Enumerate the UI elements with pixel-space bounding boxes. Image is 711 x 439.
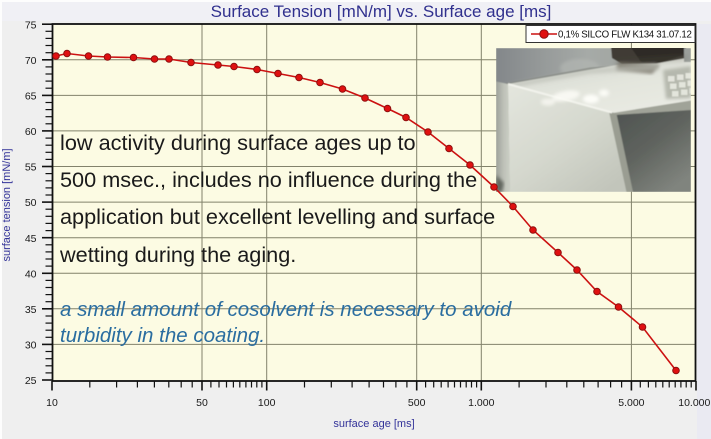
svg-text:5.000: 5.000 xyxy=(618,397,644,409)
svg-text:surface age [ms]: surface age [ms] xyxy=(333,418,414,430)
svg-text:60: 60 xyxy=(25,126,37,138)
svg-text:0,1% SILCO FLW K134 31.07.12: 0,1% SILCO FLW K134 31.07.12 xyxy=(558,30,692,41)
svg-text:25: 25 xyxy=(25,375,37,387)
svg-text:10.000: 10.000 xyxy=(678,397,710,409)
svg-text:55: 55 xyxy=(25,162,37,174)
svg-text:65: 65 xyxy=(25,91,37,103)
svg-text:40: 40 xyxy=(25,268,37,280)
svg-text:50: 50 xyxy=(25,197,37,209)
svg-text:35: 35 xyxy=(25,304,37,316)
svg-text:surface tension [mN/m]: surface tension [mN/m] xyxy=(1,148,13,261)
svg-text:10: 10 xyxy=(46,397,58,409)
svg-text:50: 50 xyxy=(196,397,208,409)
svg-text:70: 70 xyxy=(25,55,37,67)
svg-text:30: 30 xyxy=(25,340,37,352)
svg-text:1.000: 1.000 xyxy=(468,397,494,409)
svg-text:45: 45 xyxy=(25,233,37,245)
svg-text:100: 100 xyxy=(258,397,276,409)
svg-text:75: 75 xyxy=(25,19,37,31)
svg-text:500: 500 xyxy=(408,397,426,409)
